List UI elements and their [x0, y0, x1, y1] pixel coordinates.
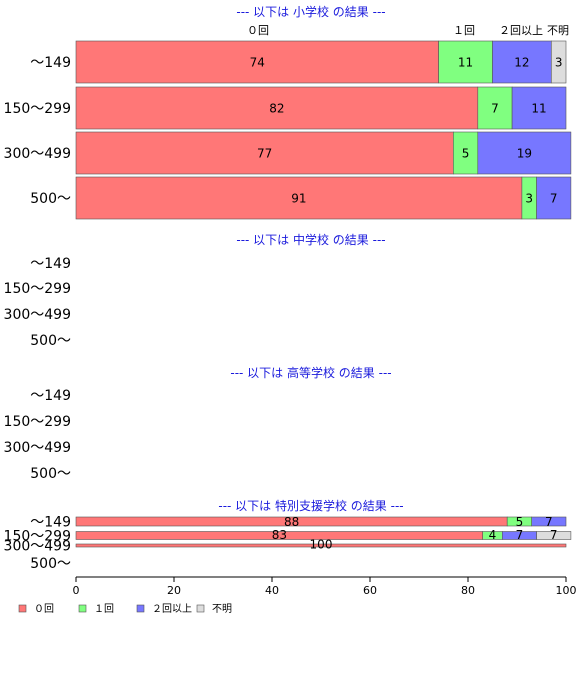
data-label: 11 — [458, 56, 473, 70]
data-label: 7 — [550, 528, 558, 542]
category-label: 500〜 — [30, 466, 71, 482]
bar-segment — [452, 131, 479, 175]
column-header: ２回以上 — [499, 24, 543, 37]
panel-title: --- 以下は 特別支援学校 の結果 --- — [218, 498, 403, 513]
category-label: 500〜 — [30, 556, 71, 572]
legend-label: ２回以上 — [152, 603, 192, 615]
data-label: 5 — [516, 515, 524, 529]
category-label: 300〜499 — [4, 440, 71, 456]
bar-segment — [75, 131, 454, 175]
column-header: 不明 — [547, 24, 569, 37]
category-label: 300〜499 — [4, 146, 71, 162]
panel-title: --- 以下は 高等学校 の結果 --- — [230, 365, 391, 380]
category-label: 150〜299 — [4, 101, 71, 117]
x-tick-label: 80 — [461, 584, 475, 597]
bar-segment — [531, 516, 567, 527]
bar-segment — [492, 40, 552, 84]
category-label: 〜149 — [30, 388, 71, 404]
category-label: 500〜 — [30, 191, 71, 207]
data-label: 7 — [545, 515, 553, 529]
data-label: 4 — [489, 528, 497, 542]
data-label: 88 — [284, 515, 299, 529]
data-label: 7 — [491, 102, 499, 116]
bar-segment — [75, 543, 567, 548]
data-label: 83 — [272, 528, 287, 542]
x-tick-label: 100 — [556, 584, 577, 597]
x-tick-label: 20 — [167, 584, 181, 597]
category-label: 150〜299 — [4, 529, 71, 545]
bar-segment — [550, 40, 567, 84]
panel-title: --- 以下は 小学校 の結果 --- — [236, 4, 385, 19]
data-label: 7 — [550, 192, 558, 206]
legend-swatch — [196, 604, 205, 613]
bar-segment — [511, 86, 567, 130]
legend-swatch — [136, 604, 145, 613]
data-label: 82 — [269, 102, 284, 116]
bar-segment — [477, 131, 572, 175]
category-label: 300〜499 — [4, 539, 71, 555]
data-label: 5 — [462, 147, 470, 161]
category-label: 150〜299 — [4, 414, 71, 430]
category-label: 500〜 — [30, 333, 71, 349]
x-tick-label: 40 — [265, 584, 279, 597]
data-label: 3 — [525, 192, 533, 206]
data-label: 91 — [291, 192, 306, 206]
category-label: 150〜299 — [4, 281, 71, 297]
legend-label: ０回 — [34, 603, 54, 615]
category-label: 300〜499 — [4, 307, 71, 323]
bar-segment — [536, 176, 572, 220]
bar-segment — [75, 86, 479, 130]
data-label: 12 — [514, 56, 529, 70]
category-label: 〜149 — [30, 515, 71, 531]
panel-title: --- 以下は 中学校 の結果 --- — [236, 232, 385, 247]
data-label: 77 — [257, 147, 272, 161]
column-header: ０回 — [247, 24, 269, 37]
legend-label: １回 — [94, 603, 114, 615]
category-label: 〜149 — [30, 256, 71, 272]
column-header: １回 — [453, 24, 475, 37]
data-label: 3 — [555, 56, 563, 70]
legend-swatch — [78, 604, 87, 613]
data-label: 74 — [250, 56, 265, 70]
bar-segment — [438, 40, 493, 84]
bar-segment — [477, 86, 513, 130]
x-tick-label: 0 — [73, 584, 80, 597]
bar-segment — [536, 531, 572, 540]
bar-segment — [75, 40, 439, 84]
x-tick-label: 60 — [363, 584, 377, 597]
data-label: 100 — [310, 538, 333, 552]
data-label: 11 — [531, 102, 546, 116]
bar-segment — [75, 176, 523, 220]
legend-label: 不明 — [212, 603, 232, 615]
data-label: 19 — [517, 147, 532, 161]
legend-swatch — [18, 604, 27, 613]
data-label: 7 — [516, 528, 524, 542]
category-label: 〜149 — [30, 55, 71, 71]
